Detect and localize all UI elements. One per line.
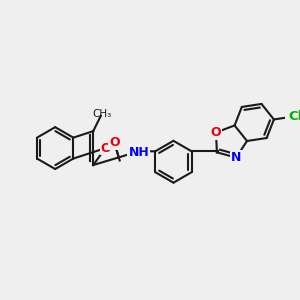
Text: N: N	[231, 151, 241, 164]
Text: NH: NH	[128, 146, 149, 159]
Text: Cl: Cl	[288, 110, 300, 123]
Text: O: O	[100, 142, 111, 154]
Text: O: O	[109, 136, 120, 149]
Text: O: O	[211, 126, 221, 139]
Text: CH₃: CH₃	[92, 109, 111, 119]
